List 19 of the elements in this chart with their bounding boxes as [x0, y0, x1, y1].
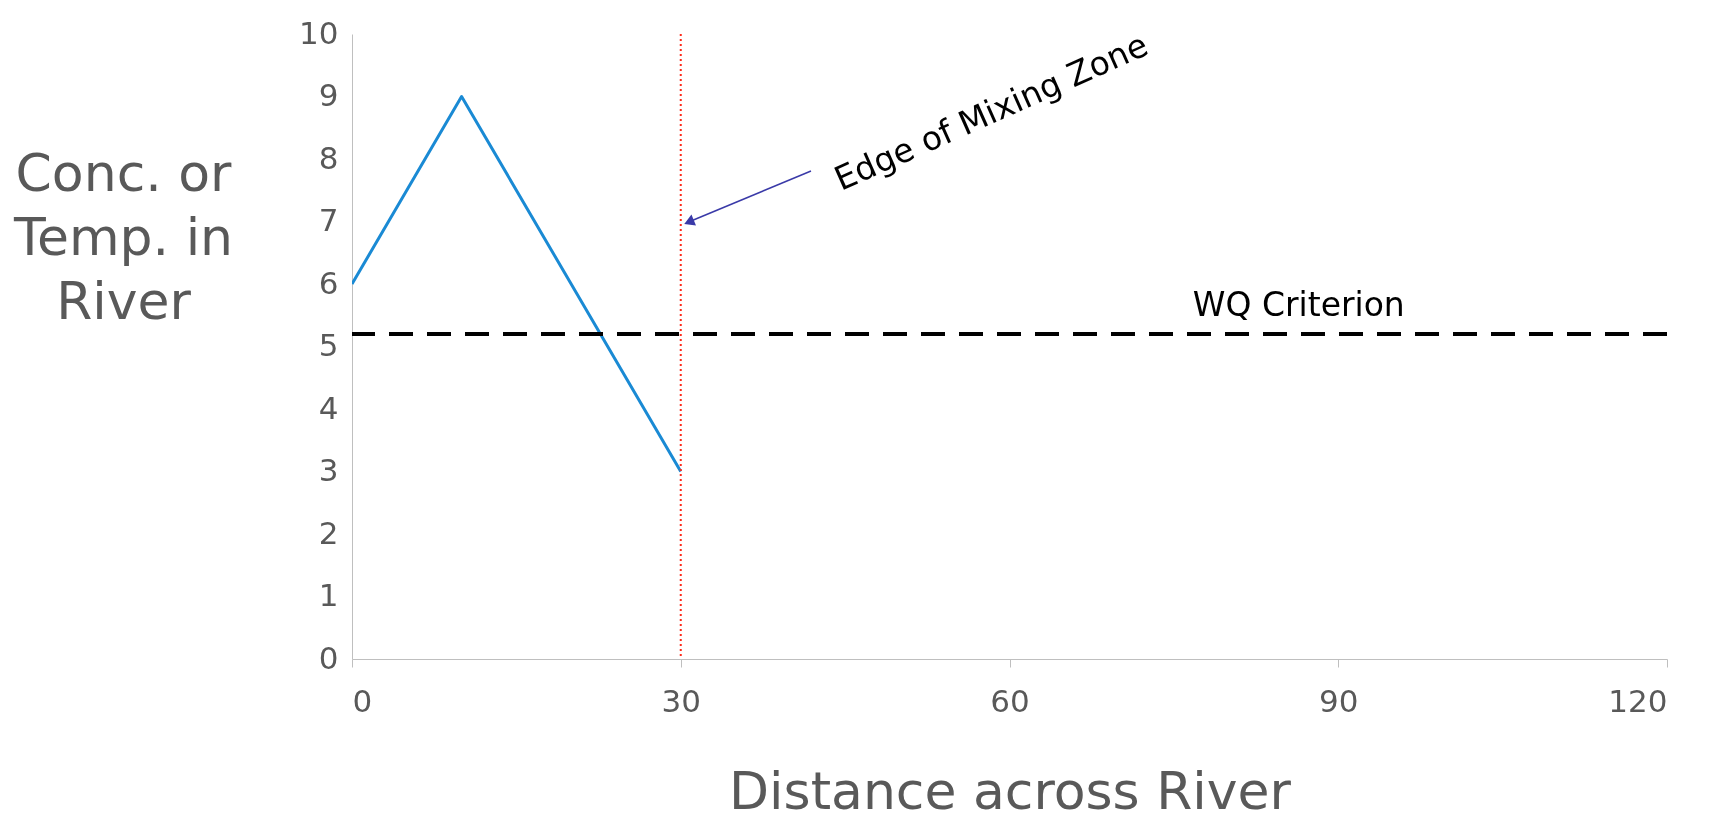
y-tick-label: 2 — [318, 514, 339, 551]
x-tick-label: 0 — [352, 682, 373, 719]
x-tick-label: 120 — [1608, 682, 1668, 719]
y-tick-label: 1 — [318, 577, 339, 613]
y-tick-label: 7 — [318, 202, 339, 238]
y-tick-label: 9 — [318, 77, 339, 113]
x-tick-label: 30 — [661, 682, 701, 719]
x-tick-label: 60 — [990, 682, 1030, 719]
ref-line-label: WQ Criterion — [1192, 285, 1405, 324]
y-tick-label: 8 — [318, 139, 339, 176]
y-tick-label: 6 — [318, 264, 339, 301]
x-axis-title: Distance across River — [729, 760, 1292, 816]
y-tick-label: 0 — [318, 639, 339, 676]
x-tick-label: 90 — [1319, 682, 1359, 719]
y-tick-label: 10 — [299, 14, 339, 51]
y-tick-label: 3 — [318, 452, 339, 488]
y-tick-label: 4 — [318, 389, 339, 426]
y-tick-label: 5 — [318, 327, 339, 363]
y-axis-title: Conc. or Temp. in River — [12, 142, 234, 331]
